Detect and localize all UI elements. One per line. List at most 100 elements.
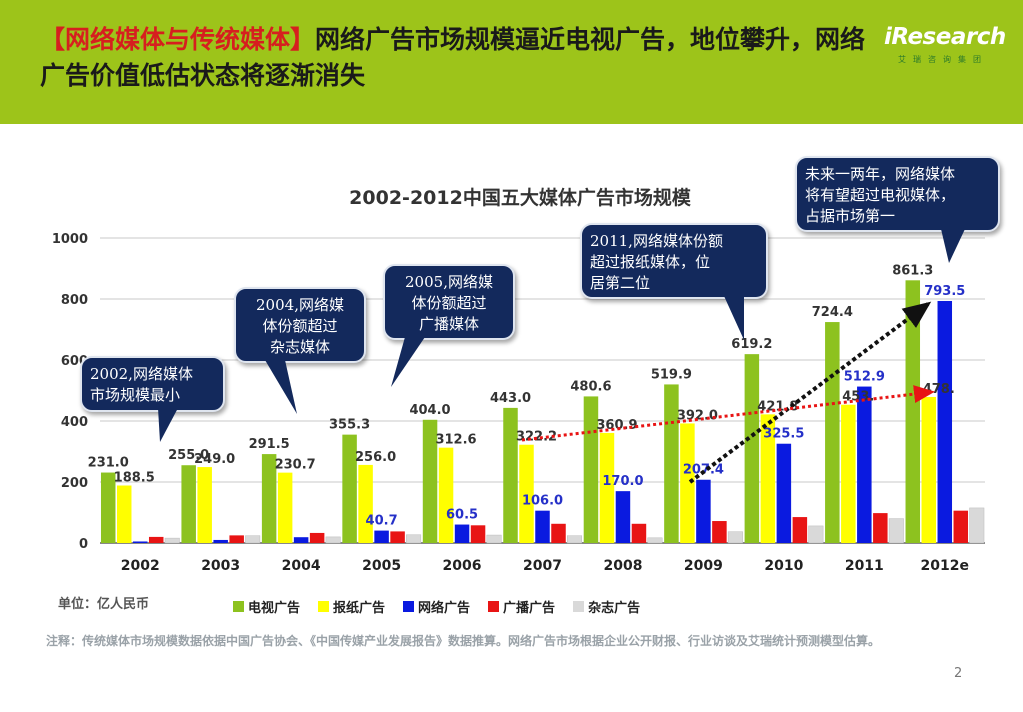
legend-swatch-newspaper: [318, 600, 330, 612]
bar-radio-2002: [148, 536, 164, 543]
bar-tv-2011: [825, 322, 840, 543]
data-label-newspaper-2003: 249.0: [194, 452, 235, 467]
y-tick-label: 800: [61, 293, 88, 308]
x-tick-label: 2012e: [921, 558, 969, 574]
callout-2002: 2002,网络媒体 市场规模最小: [80, 356, 225, 412]
data-label-tv-2010: 619.2: [731, 337, 772, 352]
bar-internet-2010: [776, 443, 792, 543]
bar-newspaper-2004: [277, 472, 293, 543]
x-tick-label: 2004: [282, 558, 321, 574]
legend-label-tv: 电视广告: [248, 600, 301, 616]
callout-future: 未来一两年，网络媒体 将有望超过电视媒体， 占据市场第一: [795, 156, 1000, 232]
data-label-internet-2006: 60.5: [446, 508, 478, 523]
bar-radio-2007: [551, 523, 566, 543]
data-label-tv-2002: 231.0: [88, 456, 129, 471]
bar-newspaper-2010: [760, 414, 776, 543]
bar-radio-2011: [873, 513, 888, 543]
callout-2011: 2011,网络媒体份额 超过报纸媒体，位 居第二位: [580, 223, 768, 299]
bar-internet-2006: [454, 524, 470, 543]
bar-radio-2010: [792, 517, 808, 543]
legend-swatch-tv: [233, 600, 244, 612]
bar-magazine-2009: [727, 531, 743, 544]
logo-word: iResearch: [884, 24, 1006, 50]
data-label-newspaper-2008: 360.9: [596, 418, 637, 433]
bar-radio-2003: [229, 535, 244, 543]
x-tick-label: 2002: [121, 558, 160, 574]
legend-label-radio: 广播广告: [503, 600, 556, 616]
bar-tv-2010: [744, 354, 760, 543]
bar-magazine-2010: [808, 525, 824, 544]
bar-newspaper-2003: [197, 467, 212, 543]
chart-title: 2002-2012中国五大媒体广告市场规模: [349, 186, 692, 209]
slide-title: 【网络媒体与传统媒体】网络广告市场规模逼近电视广告，地位攀升，网络广告价值低估状…: [40, 22, 870, 94]
data-label-internet-2008: 170.0: [602, 474, 643, 489]
bar-newspaper-2002: [116, 485, 132, 543]
bar-magazine-2005: [406, 534, 422, 544]
bar-radio-2009: [712, 521, 727, 543]
callout-2005-text: 2005,网络媒 体份额超过 广播媒体: [405, 273, 493, 333]
callout-2002-tail: [158, 408, 178, 442]
bar-magazine-2002: [164, 537, 180, 544]
bar-newspaper-2008: [599, 432, 615, 543]
iresearch-logo: iResearch 艾瑞咨询集团: [884, 24, 1006, 76]
callout-2004-text: 2004,网络媒 体份额超过 杂志媒体: [256, 296, 344, 356]
x-tick-label: 2006: [443, 558, 482, 574]
unit-label: 单位：亿人民币: [58, 597, 150, 612]
bar-tv-2012e: [905, 280, 921, 543]
x-tick-label: 2005: [362, 558, 401, 574]
legend-item-newspaper: 报纸广告: [318, 596, 385, 616]
data-label-tv-2003: 255.0: [168, 448, 209, 463]
y-tick-label: 0: [79, 537, 88, 552]
data-label-newspaper-2002: 188.5: [114, 471, 155, 486]
data-label-tv-2009: 519.9: [651, 367, 692, 382]
bar-radio-2005: [390, 531, 405, 543]
bar-tv-2006: [422, 419, 438, 543]
header-banner: 【网络媒体与传统媒体】网络广告市场规模逼近电视广告，地位攀升，网络广告价值低估状…: [0, 0, 1023, 124]
title-bracket: 【网络媒体与传统媒体】: [40, 25, 316, 54]
bar-magazine-2008: [647, 537, 663, 544]
bar-magazine-2003: [245, 535, 261, 544]
trend-arrow-internet: [688, 301, 932, 484]
chart-legend: 电视广告 报纸广告 网络广告 广播广告 杂志广告: [233, 596, 640, 616]
bar-newspaper-2007: [519, 444, 534, 543]
legend-label-newspaper: 报纸广告: [333, 600, 386, 616]
y-tick-label: 1000: [52, 232, 88, 247]
bar-radio-2004: [309, 532, 325, 543]
bar-radio-2006: [470, 525, 486, 543]
x-tick-label: 2010: [764, 558, 803, 574]
x-tick-label: 2011: [845, 558, 884, 574]
bar-newspaper-2006: [438, 447, 454, 543]
title-text: 网络广告市场规模逼近电视广告，地位攀升，网络广告价值低估状态将逐渐消失: [40, 25, 866, 90]
bar-radio-2012e: [953, 510, 969, 543]
logo-subtitle: 艾瑞咨询集团: [898, 55, 988, 64]
bar-magazine-2012e: [969, 507, 985, 544]
bar-internet-2011: [857, 386, 872, 543]
data-label-tv-2012e: 861.3: [892, 263, 933, 278]
callout-2002-text: 2002,网络媒体 市场规模最小: [90, 365, 193, 404]
data-label-tv-2007: 443.0: [490, 391, 531, 406]
data-label-newspaper-2011: 453.: [842, 390, 874, 405]
bar-internet-2007: [535, 510, 550, 543]
bar-tv-2007: [503, 407, 518, 543]
bar-newspaper-2009: [680, 423, 695, 543]
data-label-tv-2005: 355.3: [329, 418, 370, 433]
bar-internet-2005: [374, 530, 389, 543]
source-note: 注释：传统媒体市场规模数据依据中国广告协会、《中国传媒产业发展报告》数据推算。网…: [46, 634, 881, 648]
data-label-internet-2012e: 793.5: [924, 284, 965, 299]
bar-newspaper-2005: [358, 464, 373, 543]
page-number: 2: [954, 666, 963, 681]
y-tick-label: 400: [61, 415, 88, 430]
bar-radio-2008: [631, 523, 647, 543]
bar-tv-2002: [100, 472, 116, 543]
bar-tv-2008: [583, 396, 599, 543]
trend-arrow-newspaper: [521, 385, 935, 442]
bar-internet-2002: [132, 541, 148, 543]
legend-swatch-magazine: [573, 600, 585, 612]
callout-2005: 2005,网络媒 体份额超过 广播媒体: [383, 264, 515, 340]
callout-2011-tail: [724, 296, 744, 340]
data-label-tv-2008: 480.6: [570, 379, 611, 394]
bar-internet-2009: [696, 479, 711, 543]
data-label-newspaper-2005: 256.0: [355, 450, 396, 465]
x-tick-label: 2007: [523, 558, 562, 574]
data-label-newspaper-2006: 312.6: [435, 433, 476, 448]
